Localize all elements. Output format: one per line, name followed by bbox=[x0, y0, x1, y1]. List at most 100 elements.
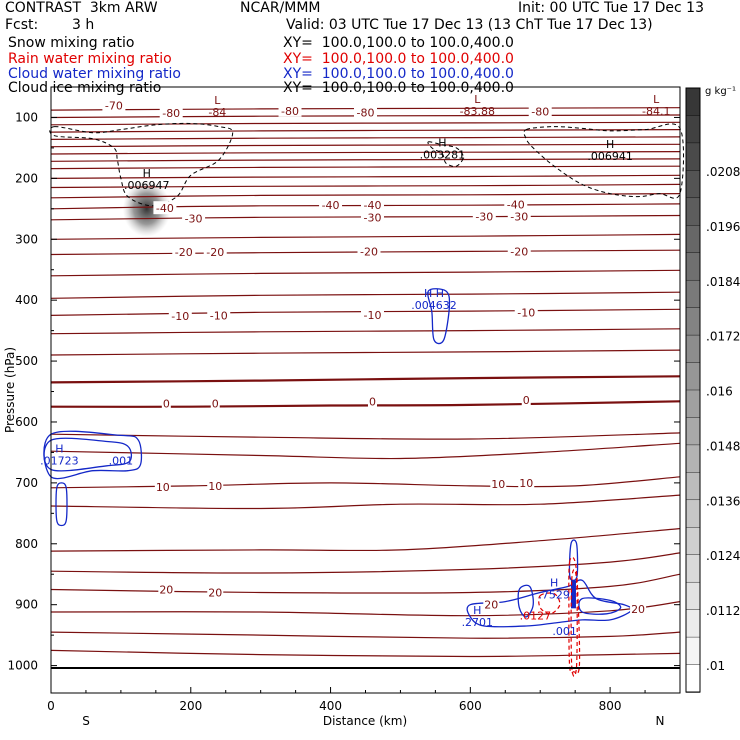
contour-label: 0 bbox=[523, 394, 530, 407]
center-title: NCAR/MMM bbox=[240, 0, 321, 16]
cloud-ice-contour-2 bbox=[523, 123, 685, 199]
x-axis-left-end: S bbox=[82, 714, 90, 728]
contour-label-bg bbox=[483, 597, 500, 611]
y-tick-label: 1000 bbox=[7, 659, 38, 673]
contour-label-bg bbox=[528, 104, 552, 118]
contour-label-layer: -70-80 -80 -80-80-40 -40 -40 -40-30 -30 -30 -30-… bbox=[102, 98, 647, 616]
colorbar-bin bbox=[685, 252, 701, 281]
high-marker-letter: H bbox=[606, 138, 614, 151]
contour-label: 10 bbox=[519, 477, 533, 490]
colorbar-bin bbox=[685, 142, 701, 172]
contour-label-bg bbox=[518, 475, 535, 489]
y-tick-label: 500 bbox=[15, 354, 38, 368]
colorbar-bin bbox=[685, 362, 701, 391]
colorbar-bin bbox=[685, 87, 701, 117]
contour-label-bg bbox=[153, 201, 177, 215]
temperature-contour-14 bbox=[50, 233, 681, 240]
y-tick-label: 800 bbox=[15, 537, 38, 551]
high-marker-value: .004632 bbox=[411, 299, 457, 312]
temperature-contour-9 bbox=[50, 174, 681, 179]
contour-label: -10 bbox=[517, 306, 535, 319]
contour-label: 20 bbox=[484, 599, 498, 612]
colorbar-tick-label: .016 bbox=[706, 385, 733, 399]
contour-label: 0 bbox=[163, 398, 170, 411]
contour-label: -80 bbox=[162, 107, 180, 120]
cloud-water-contour-5 bbox=[517, 584, 534, 618]
contour-label: 20 bbox=[159, 583, 173, 596]
contour-label-bg bbox=[203, 245, 227, 259]
colorbar-frame bbox=[685, 87, 701, 693]
contour-label-bg bbox=[158, 582, 175, 596]
rain-water-contour-1 bbox=[570, 569, 578, 677]
rain-water-contour-layer bbox=[538, 556, 581, 677]
high-marker-value: .006947 bbox=[124, 179, 170, 192]
contour-label: -20 bbox=[360, 245, 378, 258]
colorbar-bin bbox=[685, 417, 701, 446]
temperature-contour-3 bbox=[50, 129, 681, 133]
colorbar-bin bbox=[685, 170, 701, 199]
temperature-contour-8 bbox=[50, 165, 681, 170]
forecast-label: Fcst: bbox=[5, 17, 39, 33]
contour-label: 10 bbox=[491, 478, 505, 491]
colorbar-bin bbox=[685, 197, 701, 226]
contour-label: -80 bbox=[357, 107, 375, 120]
contour-label: -20 bbox=[175, 246, 193, 259]
model-title: CONTRAST 3km ARW bbox=[5, 0, 158, 16]
temperature-contour-19 bbox=[50, 328, 681, 335]
colorbar-bin bbox=[685, 225, 701, 254]
cloud-water-core bbox=[570, 580, 576, 609]
temperature-contour-20 bbox=[50, 349, 681, 356]
rain-water-contour-0 bbox=[568, 556, 581, 674]
contour-label: -10 bbox=[171, 310, 189, 323]
contour-label: -10 bbox=[364, 309, 382, 322]
contour-label: -30 bbox=[364, 211, 382, 224]
contour-label-bg bbox=[507, 244, 531, 258]
contour-label-bg bbox=[278, 103, 302, 117]
contour-label-bg bbox=[154, 480, 171, 494]
cloud-water-contour-0 bbox=[427, 288, 451, 345]
snow-shading-blob bbox=[122, 180, 171, 237]
colorbar-bin bbox=[685, 664, 701, 693]
contour-label: 20 bbox=[631, 603, 645, 616]
contour-label: 10 bbox=[156, 481, 170, 494]
temperature-contour-27 bbox=[50, 528, 681, 552]
contour-label-bg bbox=[210, 396, 220, 410]
temperature-contour-30 bbox=[50, 601, 681, 617]
colorbar-tick-label: .0136 bbox=[706, 494, 740, 508]
cloud-ice-contour-1 bbox=[427, 141, 464, 167]
contour-label-bg bbox=[507, 209, 531, 223]
high-marker-letter: H bbox=[473, 604, 481, 617]
contour-label: -80 bbox=[281, 105, 299, 118]
contour-label-bg bbox=[168, 309, 192, 323]
contour-label-bg bbox=[630, 601, 647, 615]
x-tick-label: 600 bbox=[459, 699, 482, 713]
temperature-contour-2 bbox=[50, 121, 681, 126]
cloud-water-contour-7 bbox=[568, 539, 579, 581]
cloud-ice-contour-layer bbox=[49, 122, 685, 207]
colorbar-unit: g kg⁻¹ bbox=[705, 86, 736, 97]
temperature-contour-26 bbox=[50, 494, 681, 510]
contour-label: -40 bbox=[364, 199, 382, 212]
colorbar-bin bbox=[685, 389, 701, 419]
colorbar-tick-label: .0184 bbox=[706, 275, 740, 289]
contour-label-bg bbox=[161, 396, 171, 410]
y-axis-label: Pressure (hPa) bbox=[3, 347, 17, 433]
cloud-water-contour-3 bbox=[55, 482, 68, 527]
temperature-contour-16 bbox=[50, 269, 681, 277]
high-marker-value: .006941 bbox=[587, 150, 633, 163]
temperature-contour-5 bbox=[50, 143, 681, 148]
snow-shading-layer bbox=[122, 180, 171, 237]
contour-label: 0 bbox=[369, 395, 376, 408]
colorbar-tick-label: .01 bbox=[706, 659, 725, 673]
extrema-marker-layer: L-84L-83.88L-84.1H.006947H.003281H.00694… bbox=[40, 93, 670, 638]
high-marker-value: .0127 bbox=[520, 610, 552, 623]
x-tick-label: 800 bbox=[599, 699, 622, 713]
colorbar-tick-label: .0172 bbox=[706, 330, 740, 344]
field-name-rain: Rain water mixing ratio bbox=[8, 51, 172, 67]
contour-label-bg bbox=[207, 585, 224, 599]
colorbar-tick-label: .0208 bbox=[706, 165, 740, 179]
high-marker-letter: H bbox=[550, 576, 558, 589]
y-tick-label: 600 bbox=[15, 415, 38, 429]
colorbar-bin bbox=[685, 472, 701, 501]
